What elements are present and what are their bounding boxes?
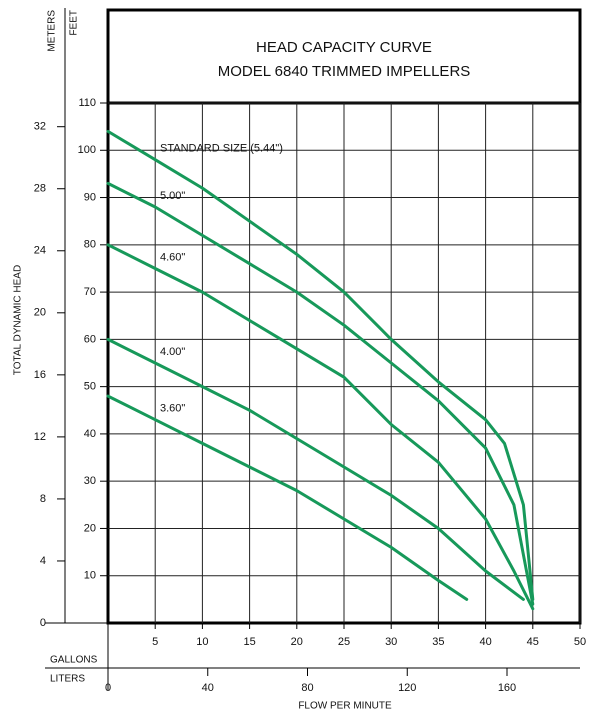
y-tick-label: 10 [84,570,96,582]
y-tick-label: 60 [84,333,96,345]
y2-tick-label: 28 [34,183,46,195]
x-tick-label: 5 [152,636,158,648]
x2-tick-label: 0 [105,682,111,694]
y-unit-label: FEET [69,10,80,36]
y2-unit-label: METERS [47,10,58,52]
y2-tick-label: 4 [40,555,46,567]
curve-label: 5.00" [160,190,185,202]
x2-unit-label: LITERS [50,674,85,685]
x2-tick-label: 120 [398,682,416,694]
y-axis-label: TOTAL DYNAMIC HEAD [13,265,24,375]
x-tick-label: 30 [385,636,397,648]
x2-tick-label: 160 [498,682,516,694]
y2-tick-label: 12 [34,431,46,443]
x-tick-label: 50 [574,636,586,648]
x-tick-label: 10 [196,636,208,648]
chart-title: HEAD CAPACITY CURVE [256,39,432,56]
curve [106,337,525,601]
y-tick-label: 40 [84,428,96,440]
x-axis-label: FLOW PER MINUTE [298,701,392,712]
y-tick-label: 100 [78,144,96,156]
curve [106,394,469,601]
x2-tick-label: 40 [202,682,214,694]
y-tick-label: 30 [84,475,96,487]
x-tick-label: 20 [291,636,303,648]
x-tick-label: 15 [243,636,255,648]
curve-label: 4.00" [160,346,185,358]
x-unit-label: GALLONS [50,655,98,666]
curve [106,243,535,611]
curve [106,181,535,606]
chart-subtitle: MODEL 6840 TRIMMED IMPELLERS [218,63,471,80]
y2-tick-label: 24 [34,245,46,257]
y-tick-label: 50 [84,381,96,393]
y2-tick-label: 0 [40,617,46,629]
y-tick-label: 90 [84,191,96,203]
y-tick-label: 70 [84,286,96,298]
x-tick-label: 45 [527,636,539,648]
y2-tick-label: 8 [40,493,46,505]
x-tick-label: 40 [479,636,491,648]
curve-label: 3.60" [160,403,185,415]
y-tick-label: 110 [78,97,96,109]
y-tick-label: 80 [84,239,96,251]
curve [106,129,535,601]
x-tick-label: 25 [338,636,350,648]
title-box [106,8,582,105]
y2-tick-label: 20 [34,307,46,319]
y2-tick-label: 16 [34,369,46,381]
x2-tick-label: 80 [301,682,313,694]
curve-label: 4.60" [160,251,185,263]
curve-label: STANDARD SIZE (5.44") [160,143,283,155]
y2-tick-label: 32 [34,121,46,133]
x-tick-label: 35 [432,636,444,648]
y-tick-label: 20 [84,522,96,534]
